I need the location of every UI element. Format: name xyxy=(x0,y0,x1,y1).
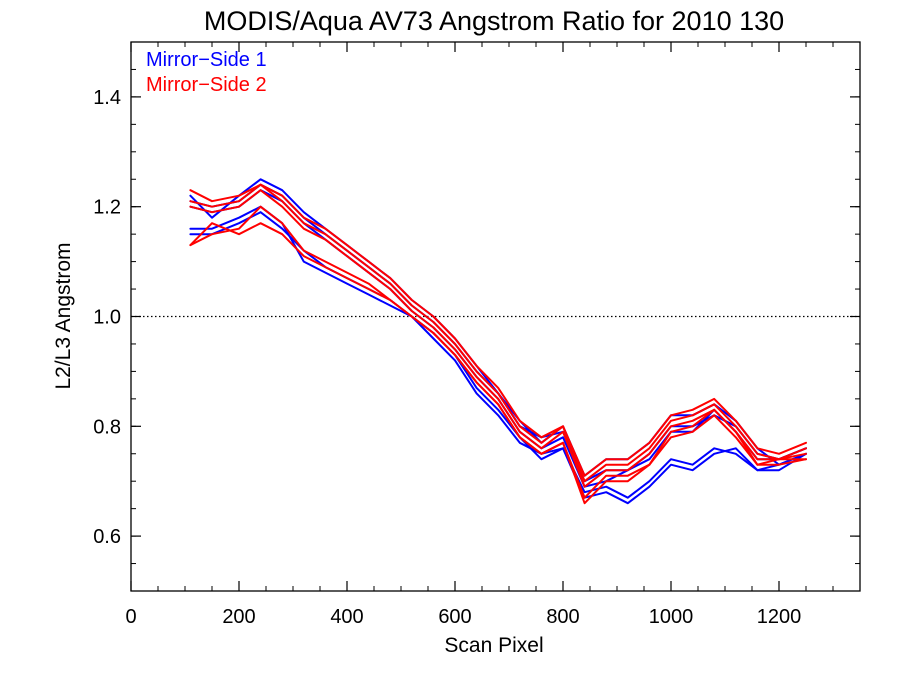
chart-title: MODIS/Aqua AV73 Angstrom Ratio for 2010 … xyxy=(204,6,784,36)
y-tick-label: 1.0 xyxy=(93,307,121,329)
series-line-7 xyxy=(189,183,807,477)
x-tick-label: 600 xyxy=(438,606,471,628)
series-line-10 xyxy=(189,222,807,499)
series-line-5 xyxy=(189,205,807,505)
x-axis-label: Scan Pixel xyxy=(444,634,543,657)
y-axis-ticks: 0.6 0.8 1.0 1.2 1.4 xyxy=(93,41,860,592)
x-tick-label: 1000 xyxy=(649,606,694,628)
x-tick-label: 200 xyxy=(222,606,255,628)
y-axis-label: L2/L3 Angstrom xyxy=(52,242,75,389)
x-tick-label: 0 xyxy=(125,606,136,628)
x-tick-label: 400 xyxy=(330,606,363,628)
series-line-6 xyxy=(189,183,807,483)
legend-entry-2: Mirror−Side 2 xyxy=(146,74,267,96)
series-line-4 xyxy=(189,211,807,499)
legend: Mirror−Side 1 Mirror−Side 2 xyxy=(146,49,267,96)
series-line-8 xyxy=(189,189,807,488)
y-tick-label: 1.2 xyxy=(93,197,121,219)
x-axis-ticks: 0 200 400 600 800 1000 1200 xyxy=(125,42,861,628)
series-group xyxy=(189,178,807,505)
y-tick-label: 1.4 xyxy=(93,87,121,109)
y-tick-label: 0.6 xyxy=(93,526,121,548)
y-tick-label: 0.8 xyxy=(93,416,121,438)
series-line-9 xyxy=(189,205,807,505)
x-tick-label: 1200 xyxy=(757,606,802,628)
legend-entry-1: Mirror−Side 1 xyxy=(146,49,267,71)
x-tick-label: 800 xyxy=(546,606,579,628)
